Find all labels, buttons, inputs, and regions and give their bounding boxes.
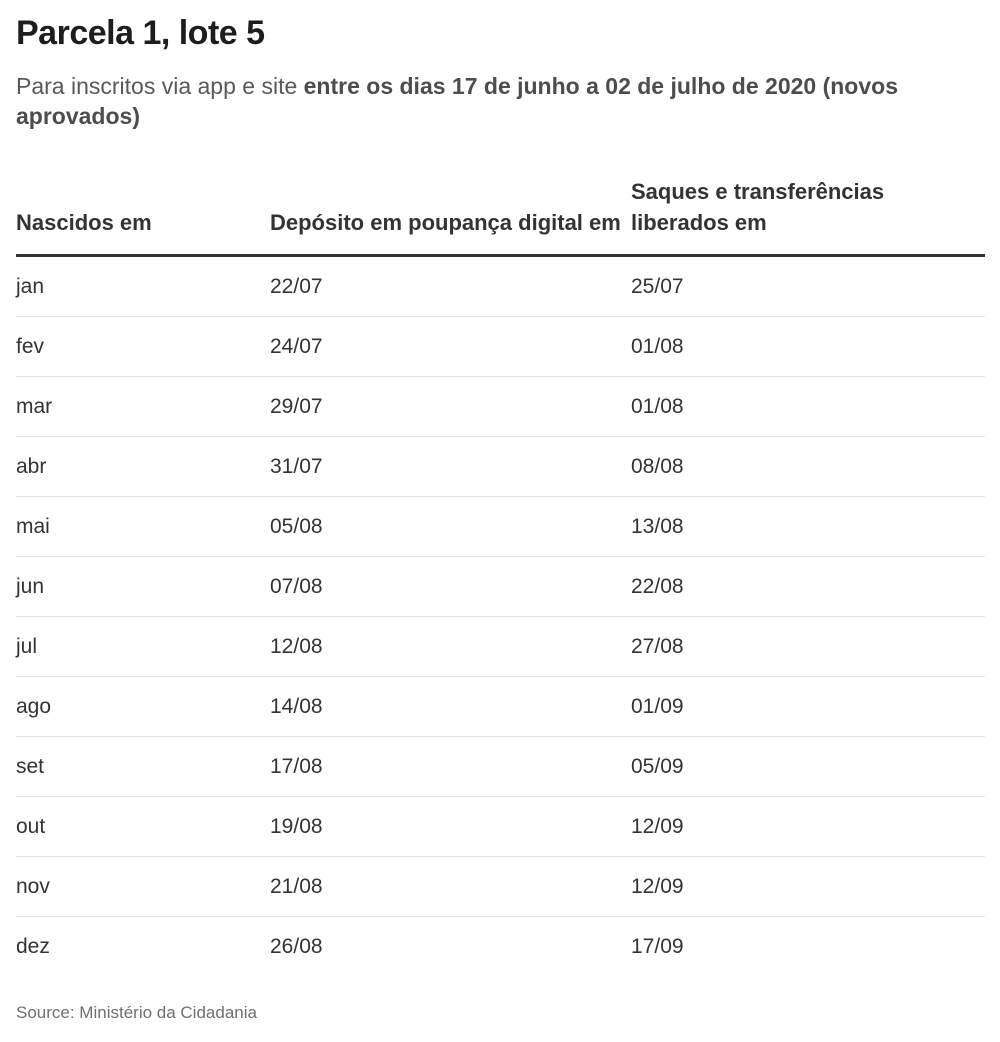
table-row: fev 24/07 01/08 bbox=[16, 316, 985, 377]
cell-withdrawal-date: 08/08 bbox=[631, 436, 985, 497]
cell-birth-month: fev bbox=[16, 316, 270, 377]
cell-deposit-date: 19/08 bbox=[270, 796, 631, 857]
table-row: jan 22/07 25/07 bbox=[16, 255, 985, 317]
cell-deposit-date: 24/07 bbox=[270, 316, 631, 377]
cell-birth-month: out bbox=[16, 796, 270, 857]
table-row: ago 14/08 01/09 bbox=[16, 676, 985, 737]
table-row: mar 29/07 01/08 bbox=[16, 376, 985, 437]
column-header-deposit-date: Depósito em poupança digital em bbox=[270, 168, 631, 257]
table-body: jan 22/07 25/07 fev 24/07 01/08 mar 29/07 01/08 a… bbox=[16, 255, 985, 977]
cell-deposit-date: 17/08 bbox=[270, 736, 631, 797]
table-row: mai 05/08 13/08 bbox=[16, 496, 985, 557]
cell-deposit-date: 14/08 bbox=[270, 676, 631, 737]
cell-birth-month: jul bbox=[16, 616, 270, 677]
chart-title: Parcela 1, lote 5 bbox=[16, 14, 265, 52]
cell-withdrawal-date: 22/08 bbox=[631, 556, 985, 617]
cell-birth-month: set bbox=[16, 736, 270, 797]
source-note: Source: Ministério da Cidadania bbox=[16, 1003, 257, 1022]
table-row: jul 12/08 27/08 bbox=[16, 616, 985, 677]
cell-withdrawal-date: 17/09 bbox=[631, 934, 684, 958]
cell-deposit-date: 21/08 bbox=[270, 856, 631, 917]
cell-withdrawal-date: 27/08 bbox=[631, 616, 985, 677]
cell-deposit-date: 26/08 bbox=[270, 934, 323, 958]
cell-withdrawal-date: 01/08 bbox=[631, 376, 985, 437]
cell-birth-month: mai bbox=[16, 496, 270, 557]
cell-deposit-date: 22/07 bbox=[270, 255, 631, 317]
data-table: Nascidos em Depósito em poupança digital… bbox=[16, 168, 985, 976]
cell-deposit-date: 29/07 bbox=[270, 376, 631, 437]
cell-birth-month: mar bbox=[16, 376, 270, 437]
cell-deposit-date: 05/08 bbox=[270, 496, 631, 557]
cell-deposit-date: 12/08 bbox=[270, 616, 631, 677]
subtitle-bold: entre os dias 17 de junho a 02 de julho … bbox=[16, 73, 898, 129]
cell-birth-month: ago bbox=[16, 676, 270, 737]
header-row: Nascidos em Depósito em poupança digital… bbox=[16, 168, 985, 257]
cell-birth-month: abr bbox=[16, 436, 270, 497]
cell-withdrawal-date: 05/09 bbox=[631, 736, 985, 797]
cell-withdrawal-date: 12/09 bbox=[631, 856, 985, 917]
cell-birth-month: jun bbox=[16, 556, 270, 617]
column-header-withdrawal-date: Saques e transferências liberados em bbox=[631, 168, 985, 257]
cell-birth-month: jan bbox=[16, 255, 270, 317]
table-row: out 19/08 12/09 bbox=[16, 796, 985, 857]
cell-withdrawal-date: 01/08 bbox=[631, 316, 985, 377]
subtitle-plain: Para inscritos via app e site bbox=[16, 73, 304, 99]
cell-withdrawal-date: 12/09 bbox=[631, 796, 985, 857]
column-header-birth-month: Nascidos em bbox=[16, 168, 270, 257]
table-row: abr 31/07 08/08 bbox=[16, 436, 985, 497]
cell-deposit-date: 07/08 bbox=[270, 556, 631, 617]
cell-withdrawal-date: 25/07 bbox=[631, 255, 985, 317]
cell-deposit-date: 31/07 bbox=[270, 436, 631, 497]
table-row: jun 07/08 22/08 bbox=[16, 556, 985, 617]
cell-withdrawal-date: 01/09 bbox=[631, 676, 985, 737]
table-row: dez 26/08 17/09 bbox=[16, 917, 985, 977]
chart-subtitle: Para inscritos via app e site entre os d… bbox=[16, 71, 976, 131]
table-row: nov 21/08 12/09 bbox=[16, 856, 985, 917]
cell-withdrawal-date: 13/08 bbox=[631, 496, 985, 557]
cell-birth-month: nov bbox=[16, 856, 270, 917]
cell-birth-month: dez bbox=[16, 934, 50, 958]
table-header: Nascidos em Depósito em poupança digital… bbox=[16, 168, 985, 257]
table-row: set 17/08 05/09 bbox=[16, 736, 985, 797]
